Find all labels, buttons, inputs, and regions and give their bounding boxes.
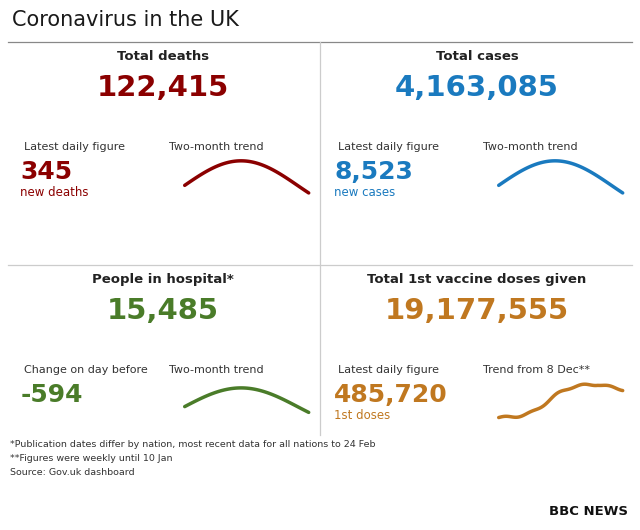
Text: Total cases: Total cases (436, 50, 518, 63)
Text: Two-month trend: Two-month trend (169, 365, 264, 375)
Text: Change on day before: Change on day before (24, 365, 147, 375)
Text: Source: Gov.uk dashboard: Source: Gov.uk dashboard (10, 468, 134, 477)
Text: **Figures were weekly until 10 Jan: **Figures were weekly until 10 Jan (10, 454, 173, 463)
Text: Total 1st vaccine doses given: Total 1st vaccine doses given (367, 273, 587, 286)
Text: Two-month trend: Two-month trend (483, 142, 578, 152)
Text: 1st doses: 1st doses (334, 409, 390, 422)
Text: new deaths: new deaths (20, 186, 89, 199)
Text: Total deaths: Total deaths (117, 50, 209, 63)
Text: new cases: new cases (334, 186, 396, 199)
Text: 122,415: 122,415 (97, 74, 229, 102)
Text: 19,177,555: 19,177,555 (385, 297, 569, 325)
Text: Two-month trend: Two-month trend (169, 142, 264, 152)
Text: Latest daily figure: Latest daily figure (24, 142, 125, 152)
Text: *Publication dates differ by nation, most recent data for all nations to 24 Feb: *Publication dates differ by nation, mos… (10, 440, 376, 449)
Text: 345: 345 (20, 160, 72, 184)
Text: People in hospital*: People in hospital* (92, 273, 234, 286)
Text: 15,485: 15,485 (107, 297, 219, 325)
Text: Latest daily figure: Latest daily figure (337, 142, 438, 152)
Text: Coronavirus in the UK: Coronavirus in the UK (12, 10, 239, 30)
Text: Latest daily figure: Latest daily figure (337, 365, 438, 375)
Text: BBC NEWS: BBC NEWS (549, 505, 628, 518)
Text: 4,163,085: 4,163,085 (395, 74, 559, 102)
Text: 8,523: 8,523 (334, 160, 413, 184)
Text: 485,720: 485,720 (334, 383, 448, 407)
Text: -594: -594 (20, 383, 83, 407)
Text: Trend from 8 Dec**: Trend from 8 Dec** (483, 365, 590, 375)
